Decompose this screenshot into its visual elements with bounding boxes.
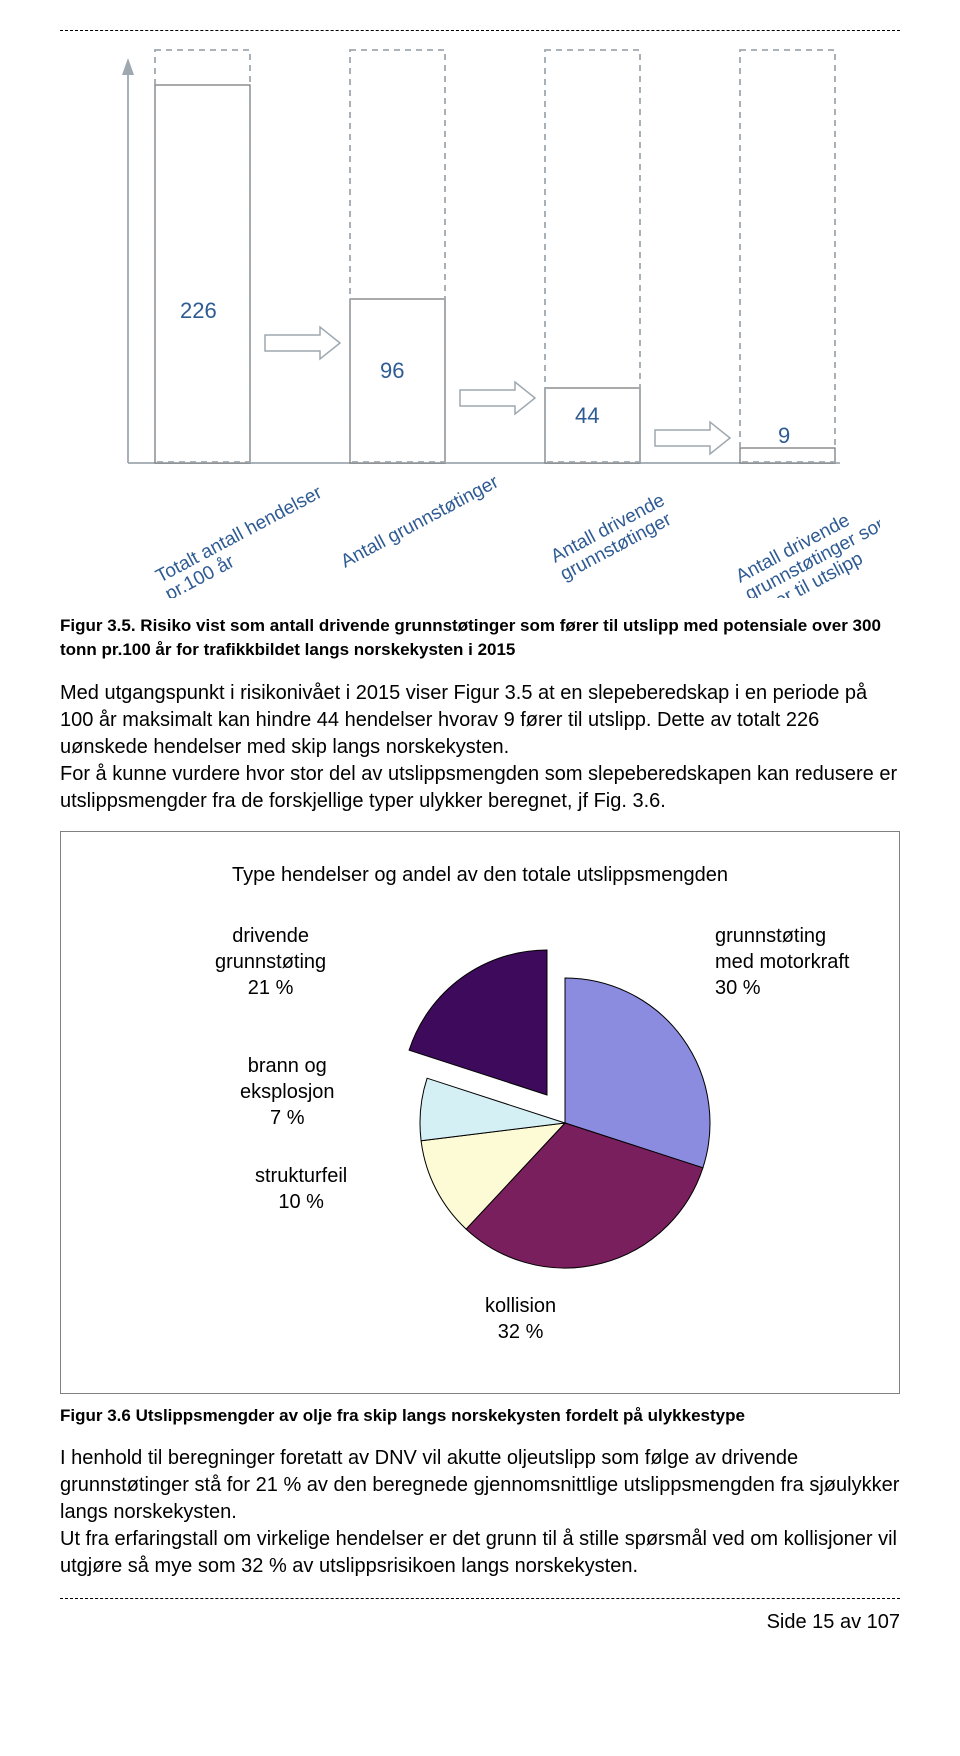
paragraph-1: Med utgangspunkt i risikonivået i 2015 v… [60,680,900,815]
bar-value-1: 226 [180,298,217,323]
bar-category-2: Antall grunnstøtinger [337,471,502,572]
bar-value-4: 9 [778,423,790,448]
pie-label-drivende: drivende grunnstøting 21 % [215,923,326,1001]
pie-label-brann: brann og eksplosjon 7 % [240,1053,335,1131]
bar-chart-caption: Figur 3.5. Risiko vist som antall driven… [60,614,900,662]
bar-category-3: Antall drivende grunnstøtinger [547,487,682,585]
bar-chart-svg: 226 96 44 9 [60,43,880,598]
bar-chart: 226 96 44 9 [60,43,900,598]
bar-value-3: 44 [575,403,599,428]
pie-chart-caption: Figur 3.6 Utslippsmengder av olje fra sk… [60,1404,900,1428]
page-number: Side 15 av 107 [60,1611,900,1634]
pie-label-kollision: kollision 32 % [485,1293,556,1345]
pie-label-struktur: strukturfeil 10 % [255,1163,347,1215]
bottom-rule [60,1598,900,1599]
pie-chart-svg [365,933,765,1313]
bar-value-2: 96 [380,358,404,383]
pie-chart-title: Type hendelser og andel av den totale ut… [85,864,875,887]
pie-chart-container: Type hendelser og andel av den totale ut… [60,831,900,1394]
top-rule [60,30,900,31]
pie-label-motorkraft: grunnstøting med motorkraft 30 % [715,923,849,1001]
footer: Side 15 av 107 [60,1598,900,1634]
paragraph-2: I henhold til beregninger foretatt av DN… [60,1445,900,1580]
bar-category-4: Antall drivende grunnstøtinger som fører… [732,490,880,598]
bar-category-1: Totalt antall hendelser pr.100 år [152,480,339,598]
